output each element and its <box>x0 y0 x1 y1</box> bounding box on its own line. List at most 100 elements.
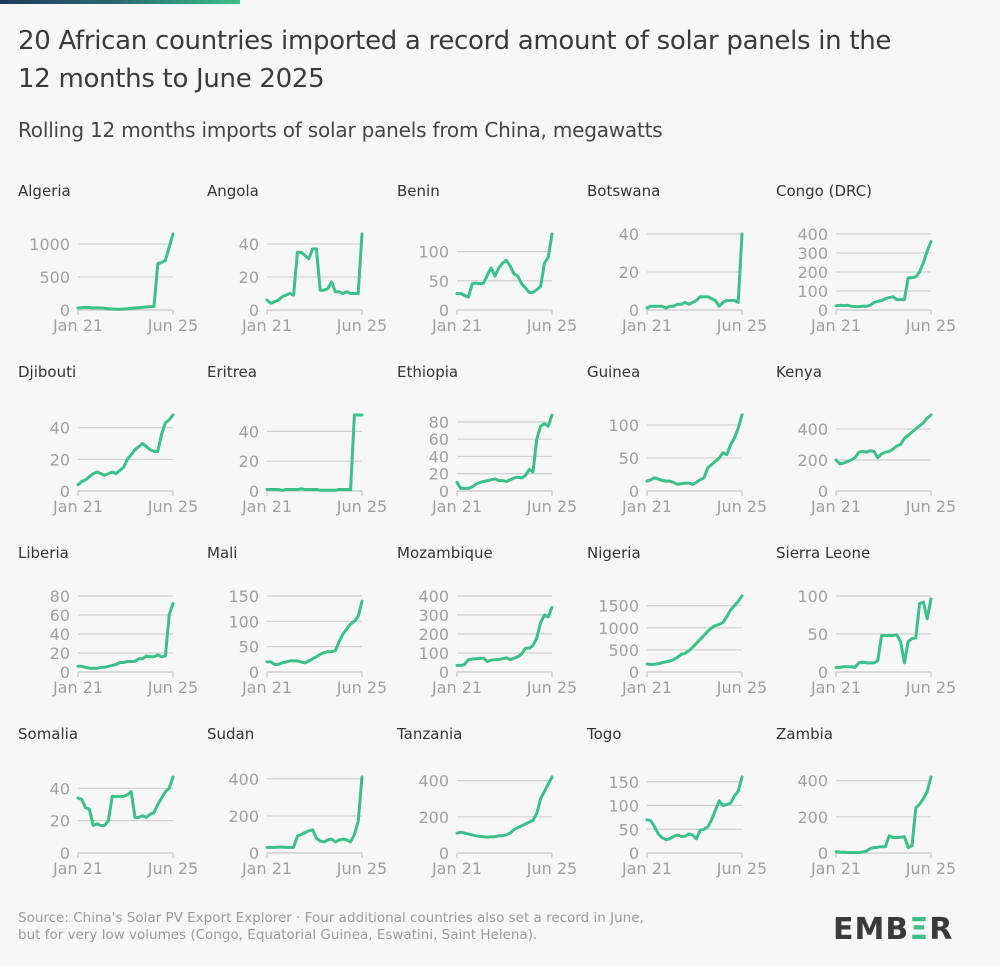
x-tick-label: Jun 25 <box>336 859 387 878</box>
x-tick-label: Jun 25 <box>716 678 767 697</box>
chart-subtitle: Rolling 12 months imports of solar panel… <box>18 118 663 142</box>
y-tick-label: 0 <box>629 663 639 682</box>
panel-title: Botswana <box>587 182 660 200</box>
y-tick-label: 400 <box>797 420 828 439</box>
series-line-botswana <box>645 232 744 310</box>
y-tick-label: 20 <box>50 644 70 663</box>
x-tick-label: Jun 25 <box>147 859 198 878</box>
x-tick-label: Jan 21 <box>810 678 861 697</box>
x-tick-label: Jun 25 <box>336 497 387 516</box>
series-line-mozambique <box>455 605 554 667</box>
y-tick-label: 300 <box>797 244 828 263</box>
y-tick-label: 200 <box>797 808 828 827</box>
x-tick-label: Jan 21 <box>621 497 672 516</box>
y-tick-label: 500 <box>608 641 639 660</box>
y-tick-label: 400 <box>228 770 259 789</box>
x-tick-label: Jan 21 <box>431 497 482 516</box>
y-tick-label: 20 <box>239 452 259 471</box>
y-tick-label: 80 <box>50 587 70 606</box>
x-tick-label: Jan 21 <box>52 678 103 697</box>
y-tick-label: 100 <box>418 644 449 663</box>
logo-prefix: EMB <box>833 912 910 947</box>
x-tick-label: Jan 21 <box>241 678 292 697</box>
series-line-guinea <box>645 413 744 486</box>
y-tick-label: 0 <box>818 301 828 320</box>
y-tick-label: 60 <box>50 606 70 625</box>
y-tick-label: 300 <box>418 606 449 625</box>
y-tick-label: 100 <box>608 797 639 816</box>
y-tick-label: 0 <box>818 482 828 501</box>
panel-title: Djibouti <box>18 363 76 381</box>
series-line-tanzania <box>455 775 554 839</box>
panel-title: Nigeria <box>587 544 641 562</box>
panel-title: Eritrea <box>207 363 257 381</box>
panel-title: Mozambique <box>397 544 493 562</box>
y-tick-label: 0 <box>60 663 70 682</box>
series-line-angola <box>265 232 364 305</box>
x-tick-label: Jun 25 <box>336 678 387 697</box>
y-tick-label: 80 <box>429 413 449 432</box>
series-line-congo-drc <box>834 240 933 309</box>
y-tick-label: 0 <box>249 482 259 501</box>
x-tick-label: Jun 25 <box>905 316 956 335</box>
y-tick-label: 500 <box>39 268 70 287</box>
x-tick-label: Jan 21 <box>810 497 861 516</box>
chart-title: 20 African countries imported a record a… <box>18 26 892 94</box>
series-line-ethiopia <box>455 413 554 490</box>
y-tick-label: 40 <box>50 419 70 438</box>
panel-title: Liberia <box>18 544 69 562</box>
panel-title: Sudan <box>207 725 254 743</box>
panel-title: Angola <box>207 182 259 200</box>
x-tick-label: Jan 21 <box>52 497 103 516</box>
x-tick-label: Jun 25 <box>336 316 387 335</box>
y-tick-label: 0 <box>249 844 259 863</box>
panel-title: Ethiopia <box>397 363 458 381</box>
x-tick-label: Jan 21 <box>52 316 103 335</box>
x-tick-label: Jan 21 <box>621 859 672 878</box>
y-tick-label: 40 <box>619 225 639 244</box>
x-tick-label: Jun 25 <box>526 678 577 697</box>
y-tick-label: 0 <box>439 482 449 501</box>
x-tick-label: Jun 25 <box>526 859 577 878</box>
logo-suffix: R <box>929 912 954 947</box>
y-tick-label: 0 <box>629 482 639 501</box>
x-tick-label: Jun 25 <box>147 678 198 697</box>
panel-title: Congo (DRC) <box>776 182 872 200</box>
y-tick-label: 1000 <box>29 235 70 254</box>
y-tick-label: 400 <box>418 772 449 791</box>
series-line-sudan <box>265 775 364 849</box>
x-tick-label: Jun 25 <box>147 316 198 335</box>
series-line-somalia <box>76 775 175 827</box>
x-tick-label: Jan 21 <box>810 316 861 335</box>
panel-title: Somalia <box>18 725 78 743</box>
y-tick-label: 20 <box>50 450 70 469</box>
y-tick-label: 0 <box>629 301 639 320</box>
y-tick-label: 400 <box>797 225 828 244</box>
panel-title: Sierra Leone <box>776 544 870 562</box>
y-tick-label: 200 <box>418 625 449 644</box>
y-tick-label: 0 <box>439 663 449 682</box>
y-tick-label: 40 <box>239 235 259 254</box>
x-tick-label: Jan 21 <box>431 678 482 697</box>
series-line-zambia <box>834 775 933 855</box>
panel-title: Kenya <box>776 363 822 381</box>
x-tick-label: Jan 21 <box>241 497 292 516</box>
y-tick-label: 200 <box>418 808 449 827</box>
y-tick-label: 20 <box>239 268 259 287</box>
y-tick-label: 1500 <box>598 597 639 616</box>
y-tick-label: 50 <box>239 638 259 657</box>
ember-logo: EMBΞR <box>833 912 953 947</box>
x-tick-label: Jan 21 <box>241 316 292 335</box>
y-tick-label: 200 <box>797 451 828 470</box>
x-tick-label: Jun 25 <box>147 497 198 516</box>
x-tick-label: Jun 25 <box>716 497 767 516</box>
y-tick-label: 20 <box>50 812 70 831</box>
series-line-benin <box>455 232 554 299</box>
y-tick-label: 60 <box>429 430 449 449</box>
y-tick-label: 1000 <box>598 619 639 638</box>
y-tick-label: 100 <box>608 416 639 435</box>
y-tick-label: 0 <box>439 844 449 863</box>
panel-title: Guinea <box>587 363 640 381</box>
panel-title: Mali <box>207 544 237 562</box>
